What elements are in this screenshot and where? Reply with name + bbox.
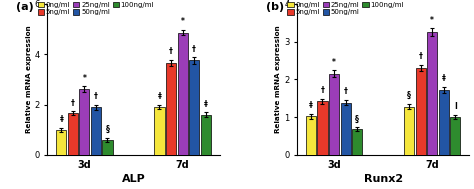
Text: *: * — [430, 15, 434, 25]
Text: ‡: ‡ — [309, 101, 313, 110]
Text: †: † — [344, 87, 347, 96]
Bar — [416, 68, 426, 155]
Text: †: † — [94, 92, 98, 101]
Bar — [178, 33, 188, 155]
Bar — [329, 74, 339, 155]
Text: *: * — [332, 57, 336, 67]
Text: †: † — [419, 52, 423, 61]
Bar — [450, 117, 460, 155]
Text: ‡: ‡ — [157, 92, 162, 101]
Legend: 0ng/ml, 5ng/ml, 25ng/ml, 50ng/ml, 100ng/ml: 0ng/ml, 5ng/ml, 25ng/ml, 50ng/ml, 100ng/… — [287, 1, 404, 16]
Bar — [189, 60, 199, 155]
Text: §: § — [106, 125, 109, 134]
Text: I: I — [454, 102, 457, 111]
Bar — [306, 116, 316, 155]
Bar — [404, 107, 414, 155]
Text: ‡: ‡ — [59, 115, 63, 124]
Bar — [68, 113, 78, 155]
Bar — [340, 103, 351, 155]
Bar — [318, 101, 328, 155]
Text: (a): (a) — [17, 2, 34, 12]
Bar — [102, 140, 113, 155]
Bar — [439, 90, 449, 155]
Text: §: § — [407, 91, 411, 100]
Bar — [155, 107, 164, 155]
Text: (b): (b) — [266, 2, 284, 12]
X-axis label: Runx2: Runx2 — [364, 174, 403, 184]
X-axis label: ALP: ALP — [122, 174, 146, 184]
Text: †: † — [320, 86, 324, 95]
Y-axis label: Relative mRNA expression: Relative mRNA expression — [26, 26, 32, 133]
Bar — [79, 89, 90, 155]
Text: †: † — [169, 47, 173, 56]
Text: †: † — [192, 45, 196, 54]
Bar — [91, 107, 101, 155]
Bar — [166, 63, 176, 155]
Y-axis label: Relative mRNA expression: Relative mRNA expression — [275, 26, 281, 133]
Text: ‡: ‡ — [442, 74, 446, 83]
Text: §: § — [355, 115, 359, 124]
Text: †: † — [71, 99, 75, 108]
Bar — [352, 129, 362, 155]
Text: ‡: ‡ — [204, 100, 208, 109]
Legend: 0ng/ml, 5ng/ml, 25ng/ml, 50ng/ml, 100ng/ml: 0ng/ml, 5ng/ml, 25ng/ml, 50ng/ml, 100ng/… — [37, 1, 155, 16]
Bar — [427, 32, 438, 155]
Text: *: * — [181, 17, 184, 26]
Bar — [56, 130, 66, 155]
Text: *: * — [82, 74, 86, 83]
Bar — [201, 115, 211, 155]
